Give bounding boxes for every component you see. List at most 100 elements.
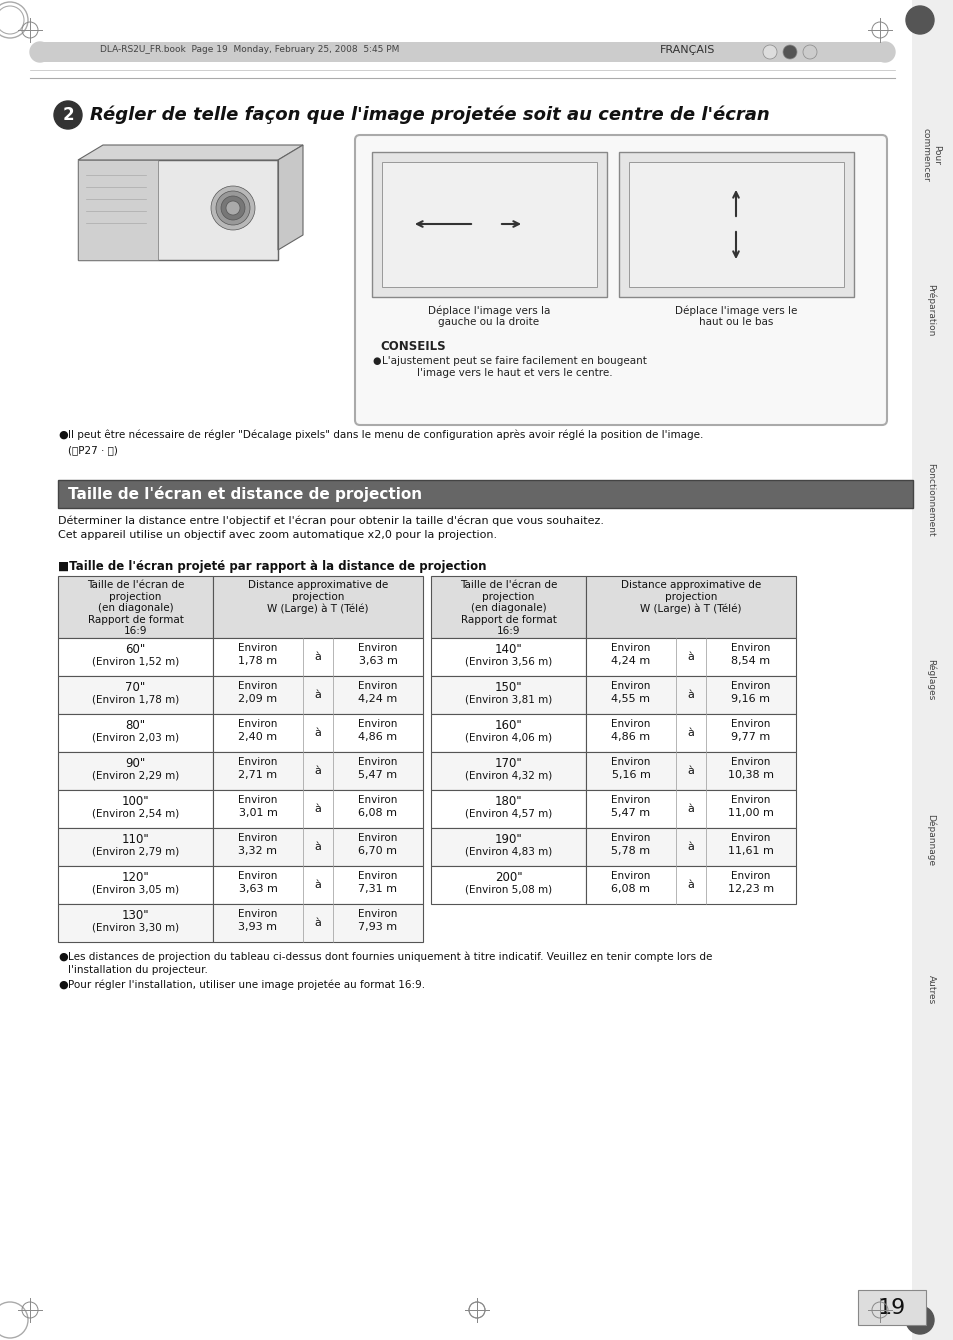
Text: Pour
commencer: Pour commencer [921,129,940,182]
Text: l'installation du projecteur.: l'installation du projecteur. [68,965,208,976]
Bar [58,905,213,942]
Bar [58,480,912,508]
Text: Distance approximative de
projection
W (Large) à T (Télé): Distance approximative de projection W (… [620,580,760,614]
Text: (Environ 3,56 m): (Environ 3,56 m) [464,657,552,666]
Text: Déterminer la distance entre l'objectif et l'écran pour obtenir la taille d'écra: Déterminer la distance entre l'objectif … [58,516,603,527]
Circle shape [905,1306,933,1335]
Text: ■Taille de l'écran projeté par rapport à la distance de projection: ■Taille de l'écran projeté par rapport à… [58,560,486,574]
Text: à: à [314,804,321,813]
Text: à: à [314,918,321,929]
Bar [431,714,585,752]
Circle shape [762,46,776,59]
Text: Environ: Environ [611,795,650,805]
Bar [213,905,422,942]
Text: (Environ 3,81 m): (Environ 3,81 m) [464,694,552,704]
Circle shape [211,186,254,230]
Text: 4,24 m: 4,24 m [358,694,397,704]
Bar [628,162,843,287]
Text: à: à [314,728,321,738]
Text: Environ: Environ [611,871,650,880]
Text: 7,31 m: 7,31 m [358,884,397,894]
Text: 9,16 m: 9,16 m [731,694,770,704]
Text: 110": 110" [121,833,150,846]
Text: Environ: Environ [731,833,770,843]
Text: 2,71 m: 2,71 m [238,770,277,780]
Bar [58,638,213,675]
Text: 130": 130" [122,909,150,922]
Text: Distance approximative de
projection
W (Large) à T (Télé): Distance approximative de projection W (… [248,580,388,614]
Text: Environ: Environ [611,833,650,843]
Bar [431,752,585,791]
Text: 19: 19 [877,1297,905,1317]
Bar [431,828,585,866]
Text: (Environ 4,83 m): (Environ 4,83 m) [464,846,552,856]
Circle shape [905,5,933,34]
Text: Environ: Environ [238,871,277,880]
Bar [213,791,422,828]
Text: (Environ 2,79 m): (Environ 2,79 m) [91,846,179,856]
Text: Préparation: Préparation [925,284,935,336]
Bar [58,576,213,638]
Text: DLA-RS2U_FR.book  Page 19  Monday, February 25, 2008  5:45 PM: DLA-RS2U_FR.book Page 19 Monday, Februar… [100,46,399,54]
Text: (Environ 4,57 m): (Environ 4,57 m) [464,808,552,817]
Text: 60": 60" [125,643,146,657]
Text: Environ: Environ [731,681,770,691]
Text: 5,78 m: 5,78 m [611,846,650,856]
Bar [381,162,597,287]
Text: (Environ 4,06 m): (Environ 4,06 m) [464,732,552,742]
Text: Environ: Environ [238,681,277,691]
Text: (Environ 3,30 m): (Environ 3,30 m) [91,922,179,933]
Text: à: à [687,804,694,813]
Text: (Environ 1,78 m): (Environ 1,78 m) [91,694,179,704]
Text: 8,54 m: 8,54 m [731,657,770,666]
Text: Environ: Environ [611,757,650,766]
Bar [911,0,953,1340]
Text: Environ: Environ [238,643,277,653]
Text: 150": 150" [495,681,521,694]
Text: à: à [314,653,321,662]
Circle shape [215,192,250,225]
Bar [58,866,213,904]
Circle shape [30,42,50,62]
Text: Environ: Environ [238,909,277,919]
Text: Réglages: Réglages [925,659,935,701]
Text: Environ: Environ [358,909,397,919]
Text: Taille de l'écran de
projection
(en diagonale)
Rapport de format
16:9: Taille de l'écran de projection (en diag… [459,580,557,636]
Circle shape [874,42,894,62]
Text: 11,00 m: 11,00 m [727,808,773,817]
Circle shape [54,100,82,129]
Text: 5,47 m: 5,47 m [358,770,397,780]
Bar [213,866,422,904]
Text: 6,08 m: 6,08 m [358,808,397,817]
Bar [585,638,795,675]
Text: 2: 2 [62,106,73,125]
Text: 80": 80" [125,720,146,732]
Text: Il peut être nécessaire de régler "Décalage pixels" dans le menu de configuratio: Il peut être nécessaire de régler "Décal… [68,430,702,441]
Text: Cet appareil utilise un objectif avec zoom automatique x2,0 pour la projection.: Cet appareil utilise un objectif avec zo… [58,531,497,540]
Text: (Environ 1,52 m): (Environ 1,52 m) [91,657,179,666]
Text: 140": 140" [494,643,522,657]
Bar [40,42,884,62]
Bar [213,714,422,752]
Text: à: à [687,842,694,852]
Text: Dépannage: Dépannage [925,813,935,866]
Text: 10,38 m: 10,38 m [727,770,773,780]
Text: (Environ 2,29 m): (Environ 2,29 m) [91,770,179,780]
Text: 3,01 m: 3,01 m [238,808,277,817]
Bar [585,791,795,828]
Text: (Environ 2,54 m): (Environ 2,54 m) [91,808,179,817]
Text: à: à [687,880,694,890]
Bar [431,576,585,638]
Text: Pour régler l'installation, utiliser une image projetée au format 16:9.: Pour régler l'installation, utiliser une… [68,980,425,990]
Text: 9,77 m: 9,77 m [731,732,770,742]
Bar [857,1290,925,1325]
Text: (Environ 3,05 m): (Environ 3,05 m) [91,884,179,894]
Text: 12,23 m: 12,23 m [727,884,773,894]
Bar [585,576,795,638]
Circle shape [226,201,240,214]
Text: à: à [314,842,321,852]
Text: Environ: Environ [611,643,650,653]
Bar [213,638,422,675]
Bar [618,151,853,297]
Text: CONSEILS: CONSEILS [379,340,445,352]
